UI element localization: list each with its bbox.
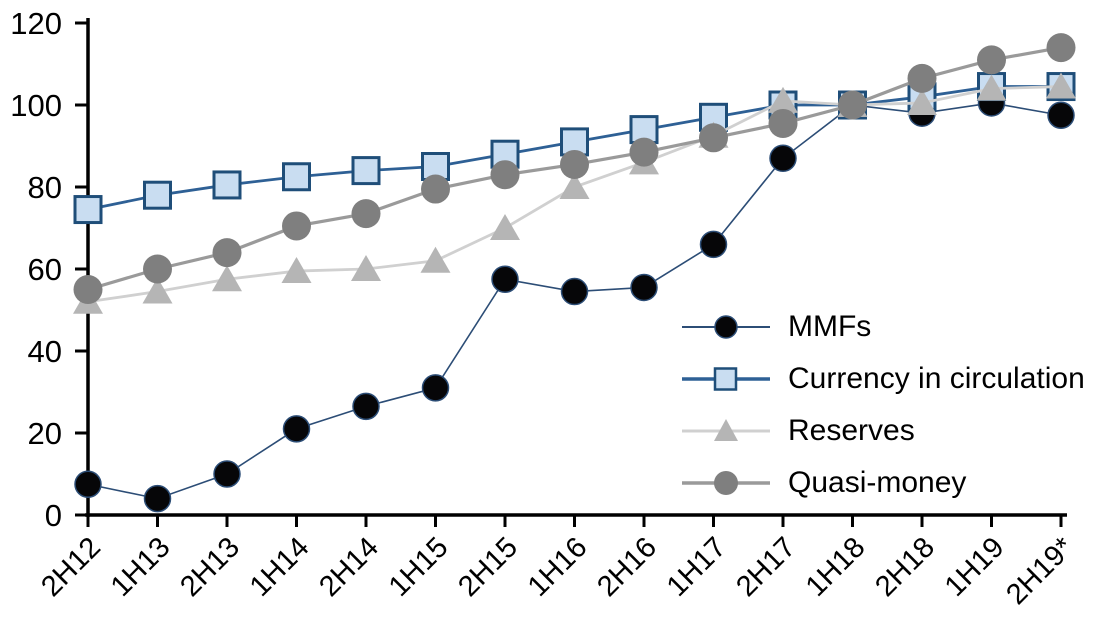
currency-in-circulation-marker (282, 162, 311, 192)
x-axis-tick-label: 2H12 (35, 531, 107, 603)
mmfs-marker (352, 392, 380, 421)
quasi-money-marker (143, 254, 172, 284)
x-axis-tick-label: 2H19* (1000, 531, 1080, 611)
mmfs-marker (560, 277, 589, 306)
y-axis-tick-label: 0 (45, 498, 62, 533)
legend-item-reserves: Reserves (680, 405, 1085, 457)
y-axis-tick-label: 100 (10, 88, 62, 123)
x-axis-tick-label: 2H15 (452, 531, 524, 603)
quasi-money-marker (977, 45, 1006, 75)
currency-in-circulation-marker (73, 195, 103, 225)
currency-in-circulation-marker (143, 180, 172, 210)
currency-in-circulation-marker (351, 156, 381, 186)
x-axis-tick-label: 1H18 (800, 531, 872, 603)
x-axis-tick-label: 1H16 (522, 531, 594, 603)
quasi-money-marker (73, 275, 103, 304)
quasi-money-marker (838, 90, 867, 120)
legend-item-currency: Currency in circulation (680, 353, 1085, 405)
reserves-marker (490, 214, 520, 240)
quasi-money-marker (560, 149, 589, 179)
reserves-marker (420, 246, 451, 273)
reserves-marker (281, 257, 312, 284)
legend-label-mmfs: MMFs (788, 310, 872, 343)
y-axis-tick-label: 120 (10, 6, 62, 41)
mmfs-marker (143, 484, 172, 513)
legend-label-quasi-money: Quasi-money (788, 466, 967, 499)
reserves-marker (768, 86, 798, 113)
quasi-money-legend-marker-icon (682, 471, 770, 495)
y-axis-tick-label: 60 (28, 252, 62, 287)
mmfs-marker (282, 415, 311, 443)
legend-item-quasi-money: Quasi-money (680, 457, 1085, 509)
mmfs-marker (421, 374, 450, 402)
mmfs-marker (1047, 101, 1075, 129)
legend-label-reserves: Reserves (788, 414, 915, 447)
currency-in-circulation-marker (212, 170, 242, 200)
reserves-marker (142, 277, 173, 304)
quasi-money-marker (1046, 33, 1076, 63)
mmfs-marker (769, 144, 797, 173)
x-axis-tick-label: 1H15 (383, 531, 455, 603)
currency-in-circulation-marker (490, 139, 520, 169)
quasi-money-marker (907, 63, 937, 93)
reserves-marker (351, 255, 381, 281)
reserves-marker (559, 173, 590, 199)
chart-legend: MMFs Currency in circulation Reserves Qu… (680, 301, 1085, 509)
quasi-money-marker (699, 123, 728, 153)
x-axis-tick-label: 1H13 (105, 531, 177, 603)
y-axis-tick-label: 40 (28, 334, 62, 369)
currency-legend-marker-icon (682, 367, 770, 391)
quasi-money-marker (490, 160, 520, 190)
mmfs-marker (74, 470, 102, 498)
quasi-money-marker (421, 174, 450, 204)
mmfs-marker (699, 230, 728, 259)
reserves-marker (212, 265, 242, 292)
mmfs-marker (213, 460, 241, 488)
reserves-marker (907, 88, 937, 115)
x-axis-tick-label: 1H19 (939, 531, 1011, 603)
legend-item-mmfs: MMFs (680, 301, 1085, 353)
quasi-money-marker (282, 211, 311, 241)
quasi-money-marker (351, 199, 381, 229)
quasi-money-marker (629, 137, 659, 167)
x-axis-tick-label: 2H14 (313, 531, 385, 603)
legend-label-currency: Currency in circulation (788, 362, 1085, 395)
reserves-marker (976, 74, 1007, 101)
quasi-money-marker (212, 238, 242, 268)
reserves-marker (1046, 72, 1076, 99)
reserves-legend-marker-icon (682, 419, 770, 441)
x-axis-tick-label: 1H14 (244, 531, 316, 603)
quasi-money-marker (768, 108, 798, 138)
x-axis-tick-label: 1H17 (661, 531, 733, 603)
y-axis-tick-label: 80 (28, 170, 62, 205)
x-axis-tick-label: 2H17 (730, 531, 802, 603)
x-axis-tick-label: 2H16 (591, 531, 663, 603)
x-axis-tick-label: 2H18 (869, 531, 941, 603)
mmfs-legend-marker-icon (682, 315, 770, 339)
mmfs-marker (630, 273, 658, 302)
mmfs-marker (491, 265, 519, 293)
x-axis-tick-label: 2H13 (174, 531, 246, 603)
y-axis-tick-label: 20 (28, 416, 62, 451)
